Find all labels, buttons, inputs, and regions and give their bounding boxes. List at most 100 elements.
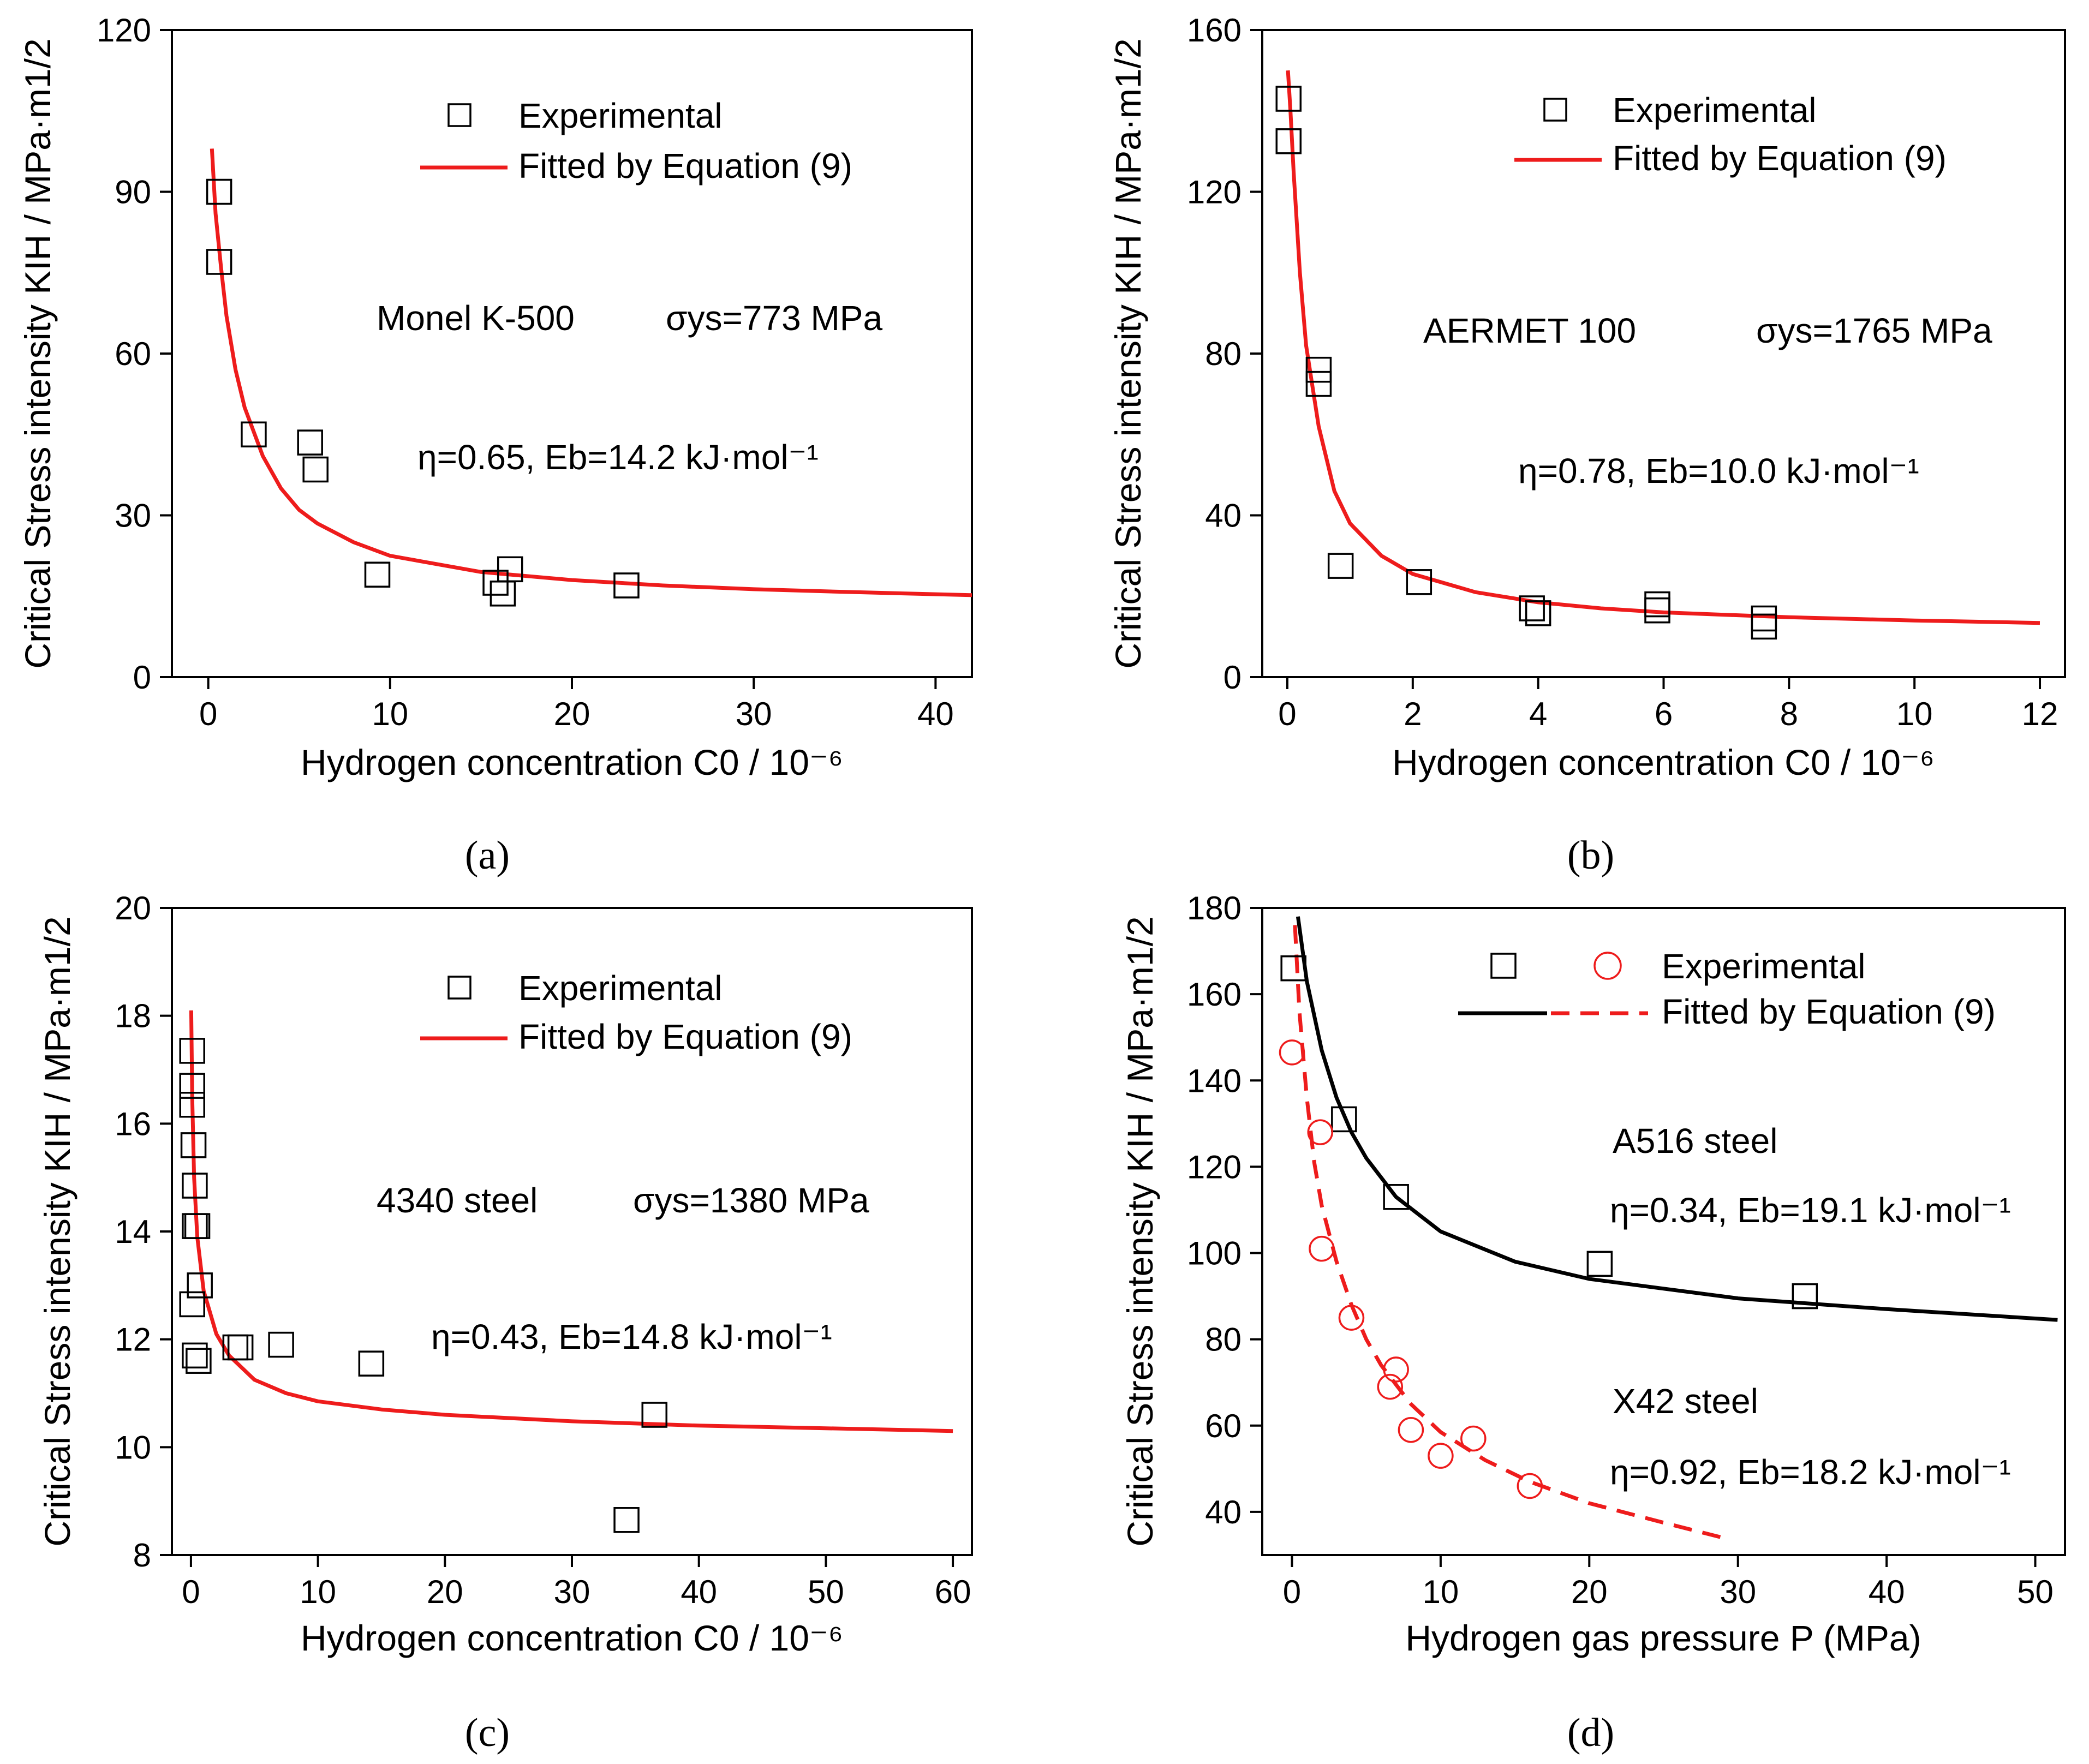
x-tick-label: 20 [427, 1574, 463, 1610]
legend-experimental-label: Experimental [518, 96, 723, 135]
y-tick-label: 120 [97, 12, 151, 49]
data-point-circle [1517, 1473, 1543, 1499]
x-tick-label: 0 [1278, 696, 1296, 732]
y-tick-label: 0 [133, 659, 151, 696]
y-tick-label: 8 [133, 1537, 151, 1574]
y-tick-label: 100 [1187, 1235, 1242, 1272]
data-point-square [1525, 600, 1551, 626]
data-point-square [1305, 370, 1332, 397]
legend-square-marker [447, 103, 471, 127]
x-tick-label: 40 [681, 1574, 717, 1610]
y-tick-label: 40 [1205, 498, 1242, 534]
legend-experimental-label: Experimental [1662, 947, 1866, 986]
x-tick-label: 8 [1780, 696, 1798, 732]
legend-fit-label: Fitted by Equation (9) [518, 146, 852, 186]
x-axis-label: Hydrogen concentration C0 / 10⁻⁶ [301, 742, 843, 782]
data-point-square [182, 1173, 208, 1199]
x-tick-label: 10 [1896, 696, 1933, 732]
data-point-square [222, 1334, 249, 1361]
panel-a: 0 10 20 30 40 0 30 60 90 120 Experimental Fitted… [17, 12, 973, 878]
x-axis-label: Hydrogen concentration C0 / 10⁻⁶ [301, 1618, 843, 1658]
markers [1275, 86, 1777, 640]
data-point-square [179, 1091, 205, 1118]
x-tick-label: 0 [1283, 1574, 1301, 1610]
data-point-square [1327, 553, 1354, 579]
data-point-square [227, 1334, 254, 1361]
data-point-square [241, 421, 267, 447]
panel-label: (a) [465, 833, 510, 878]
y-tick-label: 0 [1223, 659, 1242, 696]
y-axis-label: Critical Stress intensity KIH / MPa·m1/2 [17, 38, 58, 668]
x-tick-label: 60 [935, 1574, 971, 1610]
fit-curve [1286, 70, 2040, 625]
data-point-square [179, 1038, 205, 1064]
y-tick-label: 40 [1205, 1494, 1242, 1530]
data-point-square [482, 570, 509, 596]
data-point-square [1331, 1106, 1357, 1133]
data-point-square [268, 1331, 294, 1358]
data-point-circle [1309, 1235, 1335, 1262]
y-tick-label: 14 [115, 1213, 151, 1250]
y-ticks: 8 10 12 14 16 18 20 [115, 890, 172, 1574]
x-tick-label: 50 [808, 1574, 844, 1610]
data-point-circle [1338, 1305, 1365, 1331]
x-axis-label: Hydrogen concentration C0 / 10⁻⁶ [1392, 742, 1935, 782]
markers [179, 1038, 668, 1533]
y-tick-label: 30 [115, 498, 151, 534]
y-axis-label: Critical Stress intensity KIH / MPa·m1/2 [37, 916, 77, 1546]
plot-frame [1261, 907, 2066, 1556]
legend-square-marker [1490, 953, 1517, 979]
data-point-square [613, 572, 640, 599]
x-tick-label: 0 [182, 1574, 200, 1610]
material-label: 4340 steel [377, 1181, 538, 1220]
y-tick-label: 16 [115, 1105, 151, 1142]
y-tick-label: 90 [115, 174, 151, 211]
x-tick-label: 30 [1720, 1574, 1756, 1610]
fit-params-label: η=0.78, Eb=10.0 kJ·mol⁻¹ [1518, 451, 1919, 491]
data-point-square [179, 1291, 205, 1318]
data-point-square [1406, 569, 1433, 595]
yield-strength-label: σys=1380 MPa [633, 1181, 869, 1220]
data-point-square [1519, 595, 1545, 621]
data-point-square [1792, 1283, 1818, 1309]
data-point-square [1586, 1251, 1613, 1277]
y-ticks: 40 60 80 100 120 140 160 180 [1187, 890, 1262, 1530]
fit-curve-line [1293, 925, 1724, 1540]
panel-label: (d) [1567, 1711, 1614, 1755]
data-point-square [184, 1213, 211, 1239]
data-point-square [1280, 955, 1306, 982]
x-tick-label: 20 [554, 696, 590, 732]
fit-curve-line [1286, 70, 2040, 625]
fit-params-label: η=0.65, Eb=14.2 kJ·mol⁻¹ [417, 438, 819, 477]
y-axis-label: Critical Stress intensity KIH / MPa·m1/2 [1120, 916, 1160, 1546]
data-point-circle [1398, 1416, 1424, 1443]
y-tick-label: 10 [115, 1429, 151, 1466]
fit-curve-line [189, 1010, 953, 1433]
panel-label: (c) [465, 1711, 510, 1755]
x42-material-label: X42 steel [1613, 1382, 1758, 1421]
data-point-square [182, 1342, 208, 1369]
data-point-square [180, 1132, 207, 1158]
legend-square-marker [1543, 98, 1567, 122]
panel-label: (b) [1567, 833, 1614, 878]
data-point-circle [1460, 1425, 1487, 1452]
x-tick-label: 20 [1571, 1574, 1608, 1610]
data-point-square [497, 556, 523, 583]
a516-fit-params-label: η=0.34, Eb=19.1 kJ·mol⁻¹ [1610, 1191, 2011, 1230]
data-point-square [1275, 128, 1302, 154]
data-point-square [490, 581, 516, 607]
y-tick-label: 160 [1187, 976, 1242, 1013]
data-point-square [179, 1073, 205, 1099]
fit-curve-line [1296, 916, 2058, 1322]
material-label: AERMET 100 [1423, 311, 1636, 350]
y-tick-label: 120 [1187, 174, 1242, 211]
x-tick-label: 30 [736, 696, 772, 732]
y-tick-label: 120 [1187, 1149, 1242, 1185]
x-tick-label: 40 [1869, 1574, 1905, 1610]
markers [1279, 955, 1818, 1499]
x-tick-label: 10 [1423, 1574, 1459, 1610]
data-point-square [364, 561, 391, 588]
data-point-square [1383, 1183, 1409, 1210]
x-ticks: 0 10 20 30 40 50 [1283, 1555, 2054, 1610]
